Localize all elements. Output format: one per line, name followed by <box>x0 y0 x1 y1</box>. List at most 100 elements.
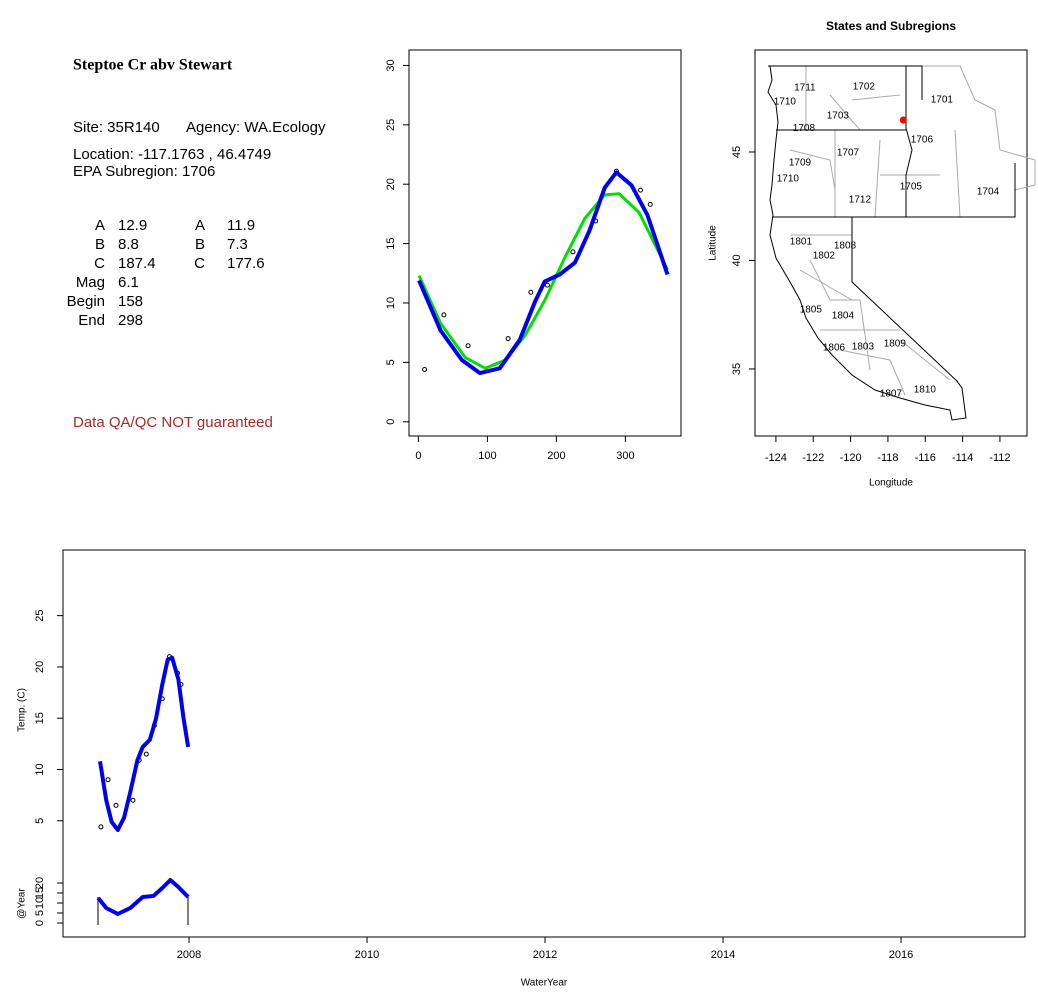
data-point <box>465 343 471 349</box>
x-tick-label: 300 <box>616 450 634 462</box>
region-label: 1704 <box>977 187 1000 198</box>
x-tick-label: -112 <box>989 452 1010 464</box>
param-value: 177.6 <box>227 255 265 272</box>
x-tick-label: 2012 <box>533 949 557 961</box>
x-tick-label: -122 <box>802 452 824 464</box>
y-axis-label: Temp. (C) <box>17 688 28 732</box>
y-tick-label: 30 <box>385 59 397 71</box>
note: Data QA/QC NOT guaranteed <box>73 414 273 431</box>
x-tick-label: 2014 <box>711 949 735 961</box>
region-label: 1701 <box>931 95 954 106</box>
site-point <box>899 116 907 124</box>
param-name: C <box>94 255 105 272</box>
fit-line <box>96 878 190 916</box>
data-point <box>130 797 136 803</box>
location: Location: -117.1763 , 46.4749 <box>73 146 271 163</box>
param-value: 12.9 <box>118 217 147 234</box>
param-value: 7.3 <box>227 236 248 253</box>
y-tick-label: 35 <box>731 363 743 375</box>
x-tick-label: 200 <box>547 450 565 462</box>
x-tick-label: 2016 <box>889 949 913 961</box>
y-tick-label: 5 <box>34 910 46 916</box>
region-label: 1709 <box>789 158 812 169</box>
y-tick-label: 20 <box>385 178 397 190</box>
param-name: B <box>195 236 205 253</box>
data-point <box>528 289 534 295</box>
x-tick-label: 2010 <box>355 949 379 961</box>
y-tick-label: 25 <box>385 119 397 131</box>
map-outline <box>767 65 1036 421</box>
y-tick-label: 15 <box>34 712 46 724</box>
param-value: 6.1 <box>118 274 139 291</box>
x-tick-label: -120 <box>840 452 862 464</box>
param-value: 11.9 <box>227 217 255 234</box>
region-label: 1710 <box>774 97 797 108</box>
y-tick-label: 45 <box>731 146 743 158</box>
fit-line <box>417 170 670 376</box>
x-tick-label: -114 <box>952 452 973 464</box>
y-axis-label: Latitude <box>708 225 719 261</box>
param-value: 158 <box>118 293 143 310</box>
y-tick-label: 0 <box>385 419 397 425</box>
region-label: 1706 <box>911 135 934 146</box>
site-title: Steptoe Cr abv Stewart <box>73 57 233 74</box>
data-point <box>105 777 111 783</box>
agency: Agency: WA.Ecology <box>186 119 326 136</box>
param-name: B <box>95 236 105 253</box>
region-label: 1702 <box>853 82 876 93</box>
param-name: A <box>95 217 105 234</box>
y-tick-label: 25 <box>34 610 46 622</box>
y-tick-label: 15 <box>34 887 46 899</box>
fit-line <box>98 655 191 832</box>
x-tick-label: 2008 <box>177 949 201 961</box>
y-tick-label: 10 <box>34 897 46 909</box>
y-tick-label: 40 <box>731 254 743 266</box>
x-tick-label: -116 <box>915 452 936 464</box>
data-point <box>544 282 550 288</box>
region-label: 1805 <box>800 305 823 316</box>
frame <box>62 549 1026 938</box>
subregion: EPA Subregion: 1706 <box>73 163 215 180</box>
y-tick-label: 10 <box>34 763 46 775</box>
region-label: 1710 <box>777 174 800 185</box>
data-point <box>113 802 119 808</box>
data-point <box>570 249 576 255</box>
region-label: 1711 <box>794 83 816 94</box>
data-point <box>505 336 511 342</box>
x-tick-label: -124 <box>765 452 787 464</box>
region-label: 1807 <box>880 389 903 400</box>
chart-title: States and Subregions <box>826 19 956 33</box>
data-point <box>638 187 644 193</box>
site-id: Site: 35R140 <box>73 119 160 136</box>
frame <box>754 49 1028 437</box>
region-label: 1810 <box>914 385 937 396</box>
fit-line <box>417 192 669 370</box>
y-axis-label: @Year <box>17 888 28 919</box>
region-label: 1806 <box>823 343 846 354</box>
x-tick-label: 0 <box>415 450 421 462</box>
param-value: 187.4 <box>118 255 156 272</box>
param-name: Begin <box>67 293 105 310</box>
region-label: 1703 <box>827 111 850 122</box>
frame <box>408 49 682 437</box>
params: A 12.9 A 11.9 B 8.8 B 7.3 C 187.4 C 177.6 Mag 6.1 Begi… <box>67 217 265 329</box>
y-tick-label: 5 <box>385 359 397 365</box>
y-tick-label: 15 <box>385 237 397 249</box>
region-label: 1802 <box>813 251 836 262</box>
data-point <box>98 824 104 830</box>
region-label: 1708 <box>793 123 816 134</box>
param-value: 8.8 <box>118 236 139 253</box>
y-tick-label: 0 <box>34 920 46 926</box>
param-name: A <box>195 217 205 234</box>
param-name: Mag <box>76 274 105 291</box>
param-value: 298 <box>118 312 143 329</box>
data-point <box>441 312 447 318</box>
x-tick-label: 100 <box>478 450 496 462</box>
region-label: 1712 <box>849 195 872 206</box>
x-axis-label: WaterYear <box>521 978 568 989</box>
param-name: End <box>78 312 105 329</box>
region-label: 1705 <box>900 182 923 193</box>
region-label: 1803 <box>852 342 875 353</box>
region-label: 1804 <box>832 311 855 322</box>
